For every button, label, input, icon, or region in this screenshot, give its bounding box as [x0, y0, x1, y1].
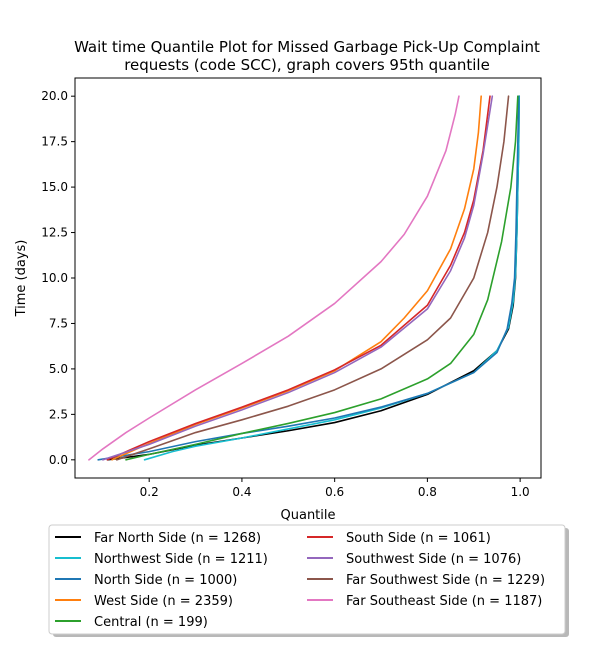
legend-label: North Side (n = 1000): [94, 573, 237, 588]
y-tick-label: 15.0: [41, 180, 68, 194]
legend-label: Southwest Side (n = 1076): [346, 552, 521, 567]
series-line-5: [125, 95, 519, 461]
y-tick-label: 17.5: [41, 135, 68, 149]
legend-label: West Side (n = 2359): [94, 594, 233, 609]
y-tick-label: 20.0: [41, 89, 68, 103]
legend-label: Central (n = 199): [94, 615, 208, 630]
series-line-9: [88, 95, 460, 461]
x-tick-label: 0.6: [325, 485, 344, 499]
y-tick-label: 12.5: [41, 226, 68, 240]
x-axis: 0.2 0.4 0.6 0.8 1.0: [140, 478, 530, 499]
chart-title-line-1: Wait time Quantile Plot for Missed Garba…: [74, 38, 540, 56]
x-axis-label: Quantile: [281, 508, 336, 523]
y-tick-label: 5.0: [49, 362, 68, 376]
y-axis: 0.0 2.5 5.0 7.5 10.0 12.5 15.0 17.5 20.0: [41, 89, 75, 467]
x-tick-label: 0.4: [232, 485, 251, 499]
legend-label: Northwest Side (n = 1211): [94, 552, 268, 567]
series-line-6: [106, 95, 491, 461]
chart-title-line-2: requests (code SCC), graph covers 95th q…: [124, 56, 490, 74]
y-axis-label: Time (days): [14, 240, 29, 318]
legend: Far North Side (n = 1268) Northwest Side …: [48, 524, 569, 637]
series-line-2: [143, 95, 521, 461]
legend-label: Far Southeast Side (n = 1187): [346, 594, 542, 609]
plot-lines: [88, 95, 521, 461]
series-line-7: [102, 95, 494, 461]
x-tick-label: 1.0: [511, 485, 530, 499]
legend-label: Far North Side (n = 1268): [94, 531, 261, 546]
series-line-8: [115, 95, 510, 461]
legend-label: Far Southwest Side (n = 1229): [346, 573, 545, 588]
y-tick-label: 2.5: [49, 407, 68, 421]
y-tick-label: 10.0: [41, 271, 68, 285]
x-tick-label: 0.8: [418, 485, 437, 499]
series-line-3: [97, 95, 520, 461]
series-line-4: [111, 95, 482, 461]
y-tick-label: 7.5: [49, 316, 68, 330]
legend-label: South Side (n = 1061): [346, 531, 491, 546]
x-tick-label: 0.2: [140, 485, 159, 499]
y-tick-label: 0.0: [49, 453, 68, 467]
